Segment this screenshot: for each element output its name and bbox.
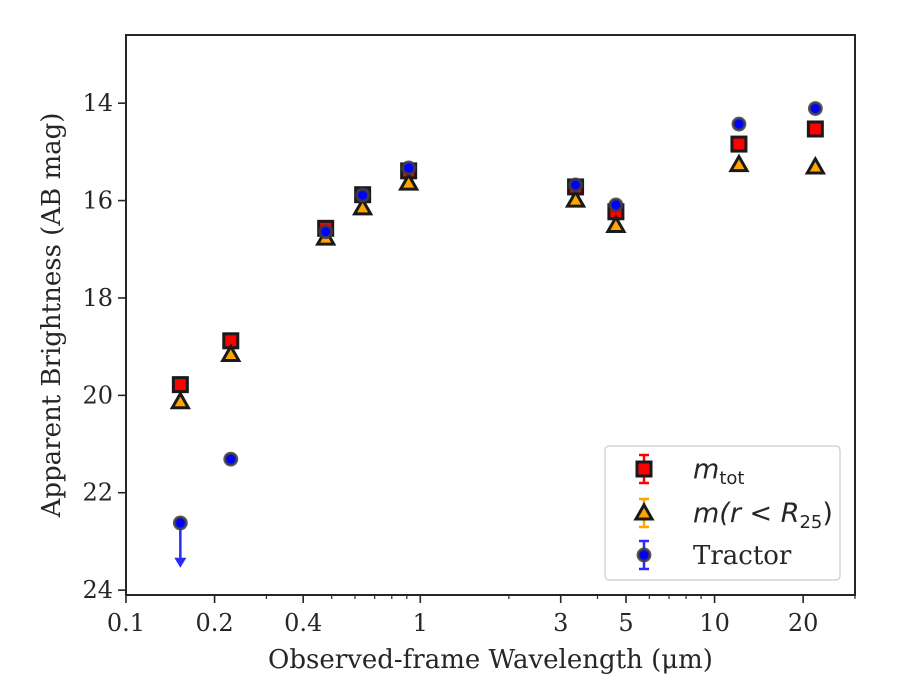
x-tick-label: 0.4 (284, 609, 322, 637)
data-point (728, 153, 750, 173)
y-tick-label: 22 (82, 479, 113, 507)
legend-marker (633, 501, 655, 521)
data-point (608, 197, 624, 213)
x-tick-label: 0.1 (107, 609, 145, 637)
legend-label: Tractor (693, 541, 792, 571)
legend: mtot m(r < R25) Tractor (604, 445, 841, 581)
x-axis-label: Observed-frame Wavelength (μm) (268, 645, 713, 675)
plot-marks (169, 101, 826, 568)
data-point (169, 390, 191, 410)
y-tick-label: 24 (82, 576, 113, 604)
series-tractor (172, 101, 823, 568)
y-tick-label: 20 (82, 381, 113, 409)
x-tick-label: 0.2 (196, 609, 234, 637)
data-point (401, 160, 417, 176)
data-point (568, 177, 584, 193)
axis-ticks: 0.1 0.2 0.4 1 3 5 10 20 14 16 18 20 22 24 (82, 89, 856, 637)
x-tick-label: 20 (788, 609, 819, 637)
x-tick-label: 1 (413, 609, 428, 637)
data-point (355, 187, 371, 203)
y-tick-label: 14 (82, 89, 113, 117)
plot-frame (125, 34, 856, 596)
series-m-tot (171, 120, 824, 394)
legend-label: m(r < R25) (693, 498, 833, 533)
y-tick-label: 18 (82, 284, 113, 312)
data-point (398, 171, 420, 191)
legend-marker (636, 547, 652, 563)
data-point (352, 196, 374, 216)
data-point (171, 376, 189, 394)
x-tick-label: 3 (553, 609, 568, 637)
data-point (731, 116, 747, 132)
upper-limit-arrow (174, 557, 187, 568)
data-point (223, 451, 239, 467)
legend-marker (635, 460, 653, 478)
data-point (220, 343, 242, 362)
y-tick-label: 16 (82, 187, 113, 215)
data-point (806, 120, 824, 138)
data-point (730, 135, 748, 153)
x-tick-label: 10 (699, 609, 730, 637)
series-m-r-r25- (169, 153, 826, 410)
x-tick-label: 5 (618, 609, 633, 637)
data-point (318, 224, 334, 240)
legend-label: mtot (693, 454, 744, 489)
data-point (807, 101, 823, 116)
data-point (172, 515, 188, 531)
data-point (804, 155, 826, 175)
data-point (605, 214, 627, 233)
y-axis-label: Apparent Brightness (AB mag) (37, 113, 67, 519)
legend-box (604, 445, 841, 581)
data-point (564, 189, 587, 208)
